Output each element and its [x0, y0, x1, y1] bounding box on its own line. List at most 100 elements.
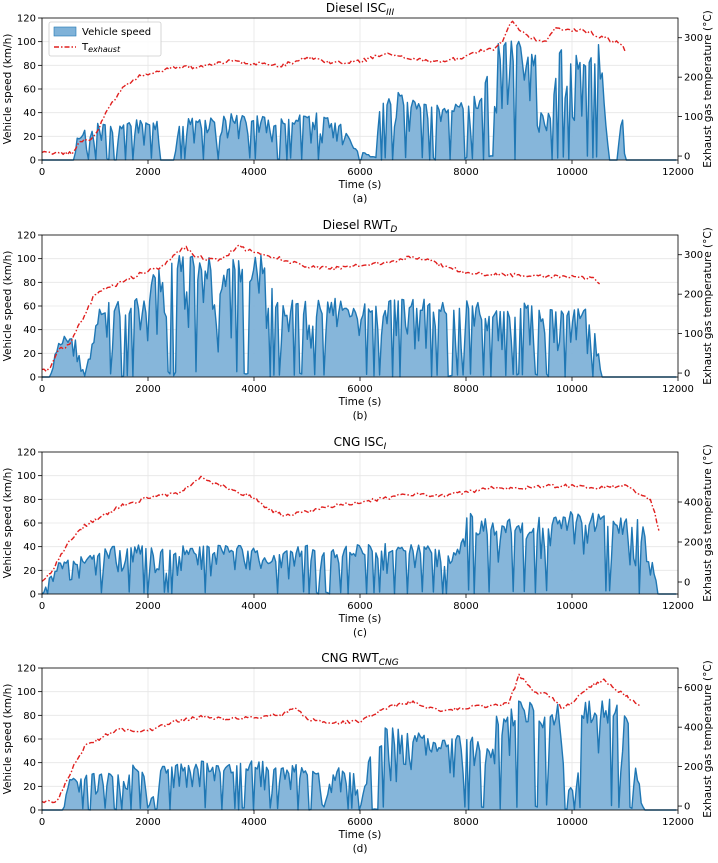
legend-speed-label: Vehicle speed [82, 27, 151, 38]
x-tick-label: 6000 [347, 601, 372, 612]
y2-tick-label: 200 [684, 538, 703, 549]
y-tick-label: 0 [30, 373, 36, 384]
chart-title-main: Diesel ISC [326, 1, 386, 15]
speed-area [42, 41, 677, 161]
y-tick-label: 80 [23, 711, 36, 722]
x-axis-label: Time (s) [338, 613, 382, 625]
panel-label: (c) [353, 627, 367, 639]
x-axis-label: Time (s) [338, 829, 382, 841]
y2-tick-label: 200 [684, 290, 703, 301]
y-tick-label: 60 [23, 85, 36, 96]
y-tick-label: 100 [17, 37, 36, 48]
y2-tick-label: 300 [684, 33, 703, 44]
x-tick-label: 8000 [453, 384, 478, 395]
x-tick-label: 10000 [556, 601, 588, 612]
y-tick-label: 40 [23, 325, 36, 336]
chart-title-subscript: D [390, 225, 397, 235]
y2-axis-label: Exhaust gas temperature (°C) [702, 660, 714, 818]
y-tick-label: 40 [23, 108, 36, 119]
y-tick-label: 20 [23, 566, 36, 577]
x-tick-label: 12000 [662, 601, 694, 612]
exhaust-temperature-line [41, 673, 641, 804]
y-tick-label: 60 [23, 302, 36, 313]
x-axis-label: Time (s) [338, 396, 382, 408]
chart-title-subscript: I [384, 442, 387, 452]
y-tick-label: 120 [17, 664, 36, 675]
panel-d: 0 2000 4000 6000 8000 10000 120000204060801001… [2, 651, 714, 855]
y2-tick-label: 200 [684, 762, 703, 773]
y2-tick-label: 0 [684, 802, 690, 813]
x-tick-label: 6000 [347, 384, 372, 395]
x-tick-label: 2000 [135, 167, 160, 178]
y2-axis-label: Exhaust gas temperature (°C) [702, 227, 714, 385]
panel-c: 0 2000 4000 6000 8000 10000 120000204060801001… [2, 435, 714, 639]
x-tick-label: 6000 [347, 817, 372, 828]
legend-temp-main: T [81, 42, 89, 53]
chart-title: CNG ISCI [334, 435, 387, 452]
x-tick-label: 8000 [453, 601, 478, 612]
y-tick-label: 80 [23, 61, 36, 72]
chart-title: Diesel RWTD [323, 218, 398, 235]
panel-b: 0 2000 4000 6000 8000 10000 120000204060801001… [2, 218, 714, 422]
legend-temp-label: Texhaust [81, 42, 121, 54]
x-tick-label: 4000 [241, 167, 266, 178]
x-tick-label: 8000 [453, 167, 478, 178]
y2-tick-label: 600 [684, 683, 703, 694]
y-tick-label: 80 [23, 495, 36, 506]
y-axis-label: Vehicle speed (km/h) [2, 684, 14, 795]
legend-speed-swatch [53, 26, 77, 37]
x-tick-label: 0 [39, 817, 45, 828]
y-tick-label: 20 [23, 132, 36, 143]
y-tick-label: 60 [23, 735, 36, 746]
y-tick-label: 40 [23, 758, 36, 769]
y2-tick-label: 0 [684, 369, 690, 380]
x-tick-label: 2000 [135, 384, 160, 395]
x-tick-label: 12000 [662, 817, 694, 828]
y-axis-label: Vehicle speed (km/h) [2, 251, 14, 362]
chart-title-subscript: CNG [379, 658, 399, 668]
y-tick-label: 120 [17, 14, 36, 25]
y-axis-label: Vehicle speed (km/h) [2, 34, 14, 145]
exhaust-temperature-line [41, 475, 660, 582]
y-tick-label: 100 [17, 254, 36, 265]
y-tick-label: 20 [23, 349, 36, 360]
x-tick-label: 10000 [556, 384, 588, 395]
speed-line [42, 254, 677, 378]
speed-area [42, 255, 677, 377]
legend-box [48, 21, 162, 57]
y2-tick-label: 400 [684, 498, 703, 509]
x-tick-label: 4000 [241, 817, 266, 828]
y-tick-label: 0 [30, 590, 36, 601]
legend-temp-sub: exhaust [88, 45, 121, 54]
panel-a: 0 2000 4000 6000 8000 10000 120000204060801001… [2, 1, 714, 205]
x-tick-label: 0 [39, 384, 45, 395]
panel-label: (b) [353, 410, 368, 422]
x-axis-label: Time (s) [338, 179, 382, 191]
x-tick-label: 4000 [241, 601, 266, 612]
chart-title-main: Diesel RWT [323, 218, 391, 232]
x-tick-label: 6000 [347, 167, 372, 178]
y-tick-label: 100 [17, 687, 36, 698]
chart-title: Diesel ISCIII [326, 1, 395, 18]
y2-tick-label: 100 [684, 329, 703, 340]
y2-axis-label: Exhaust gas temperature (°C) [702, 10, 714, 168]
speed-line [41, 511, 677, 595]
y2-tick-label: 0 [684, 152, 690, 163]
x-tick-label: 10000 [556, 167, 588, 178]
y-axis-label: Vehicle speed (km/h) [2, 468, 14, 579]
speed-area [42, 511, 677, 594]
x-tick-label: 2000 [135, 817, 160, 828]
y-tick-label: 60 [23, 519, 36, 530]
y2-tick-label: 100 [684, 112, 703, 123]
x-tick-label: 4000 [241, 384, 266, 395]
y-tick-label: 40 [23, 542, 36, 553]
chart-title-subscript: III [386, 8, 394, 18]
legend: Vehicle speed Texhaust [48, 21, 162, 57]
panel-label: (d) [353, 843, 368, 855]
panel-label: (a) [353, 193, 368, 205]
x-tick-label: 0 [39, 601, 45, 612]
chart-title-main: CNG ISC [334, 435, 384, 449]
y-tick-label: 100 [17, 471, 36, 482]
x-tick-label: 12000 [662, 167, 694, 178]
